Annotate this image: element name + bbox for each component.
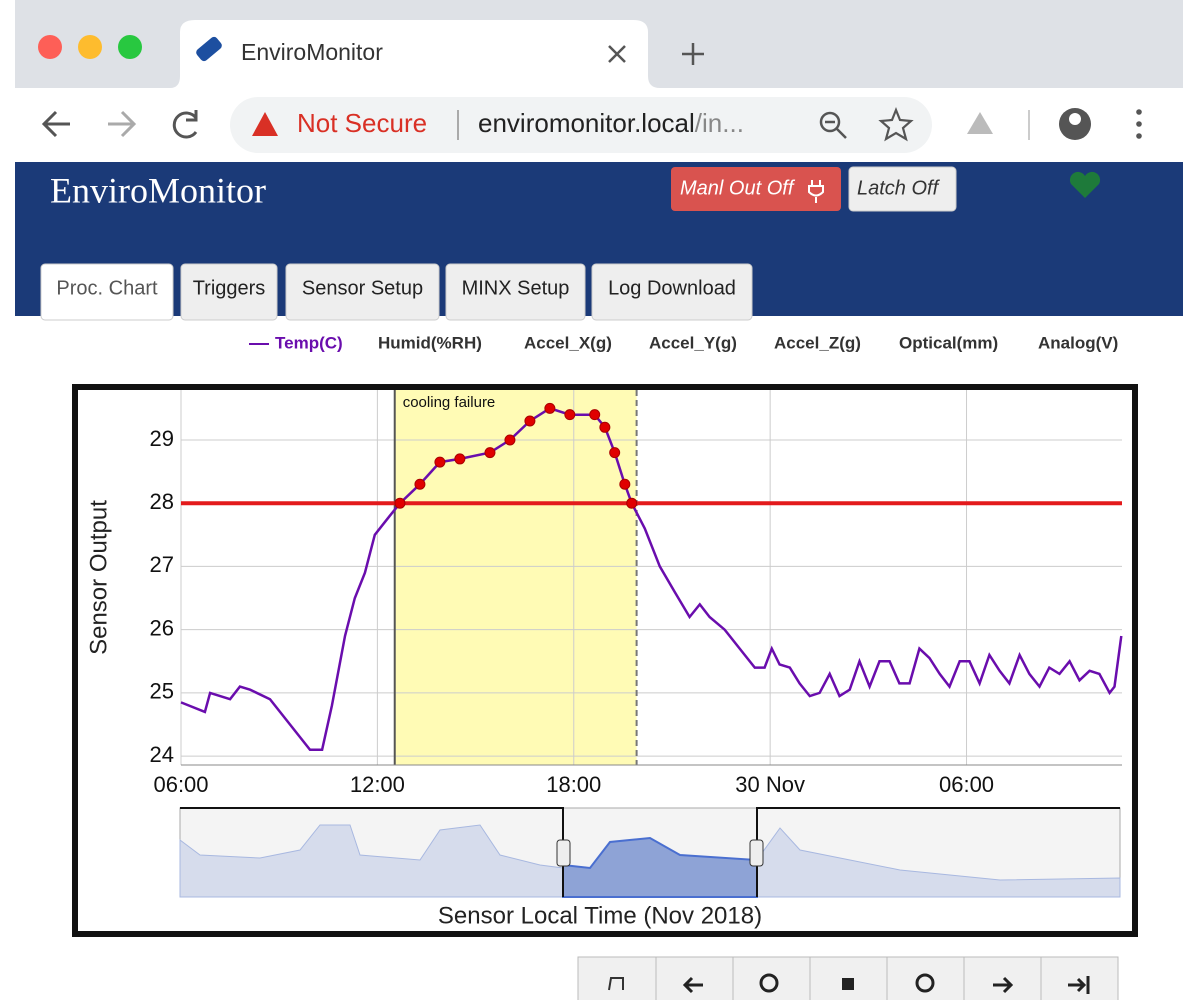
y-tick-label: 28 <box>150 489 174 514</box>
reset-button[interactable] <box>842 978 854 990</box>
latch-button[interactable] <box>848 166 957 212</box>
back-button[interactable] <box>41 110 70 138</box>
navigator-selection <box>562 836 758 898</box>
pan-right-button[interactable] <box>993 976 1014 994</box>
tab[interactable] <box>180 263 278 321</box>
alarm-point <box>414 478 426 490</box>
plug-icon <box>808 180 824 203</box>
drive-icon[interactable] <box>967 112 993 134</box>
x-tick-label: 12:00 <box>350 772 405 797</box>
legend-entry[interactable]: Accel_X(g) <box>524 333 612 352</box>
navigator-handle[interactable] <box>556 839 571 867</box>
x-tick-label: 06:00 <box>939 772 994 797</box>
y-tick-label: 29 <box>150 426 174 451</box>
minimize-button[interactable] <box>78 35 102 59</box>
button-label: Latch Off <box>857 177 941 199</box>
alarm-point <box>544 402 556 414</box>
toolbar-dividers <box>655 957 1042 1000</box>
profile-head <box>1069 113 1081 125</box>
tab-label: Proc. Chart <box>56 277 158 299</box>
tab-label: Sensor Setup <box>302 277 423 299</box>
url-host: enviromonitor.local <box>478 108 695 138</box>
tab-title: EnviroMonitor <box>241 39 383 65</box>
url: enviromonitor.local/in... <box>478 108 744 138</box>
tab-label: Triggers <box>193 277 266 299</box>
alarm-point <box>619 478 631 490</box>
tab[interactable] <box>40 263 174 321</box>
y-axis-label: Sensor Output <box>85 500 112 655</box>
alarm-point <box>484 447 496 459</box>
legend-entry[interactable]: Humid(%RH) <box>378 333 482 352</box>
manual-out-button[interactable] <box>671 167 841 211</box>
alarm-point <box>394 497 406 509</box>
x-tick-label: 30 Nov <box>735 772 805 797</box>
legend-entry[interactable]: Accel_Y(g) <box>649 333 737 352</box>
legend-entry[interactable]: Accel_Z(g) <box>774 333 861 352</box>
y-tick-label: 24 <box>150 742 174 767</box>
maximize-button[interactable] <box>118 35 142 59</box>
tab-icon <box>196 36 222 62</box>
new-tab[interactable] <box>682 43 704 65</box>
tab[interactable] <box>445 263 586 321</box>
alarm-point <box>454 453 466 465</box>
y-tick-label: 25 <box>150 679 174 704</box>
y-tick-label: 26 <box>150 615 174 640</box>
fullscreen-button[interactable] <box>608 977 624 991</box>
navigator-handle[interactable] <box>749 839 764 867</box>
tab-bar: Proc. Chart Triggers Sensor Setup MINX Setu… <box>40 263 753 321</box>
bookmark-star[interactable] <box>878 107 914 142</box>
menu-dot <box>1136 121 1142 127</box>
close-button[interactable] <box>38 35 62 59</box>
active-tab[interactable] <box>170 20 660 88</box>
button-label: Manl Out Off <box>680 177 796 199</box>
forward-button[interactable] <box>108 110 137 138</box>
alarm-point <box>564 409 576 421</box>
tab-close[interactable] <box>608 45 626 63</box>
alarm-point <box>626 497 638 509</box>
alarm-point <box>609 447 621 459</box>
annotation-band <box>394 390 637 765</box>
alarm-point <box>434 456 446 468</box>
x-axis-label: Sensor Local Time (Nov 2018) <box>438 902 762 929</box>
url-path: /in... <box>695 108 744 138</box>
plot: Temp(C) Humid(%RH) Accel_X(g) Accel_Y(g) Acc… <box>85 333 1123 929</box>
zoom-out-button[interactable] <box>759 973 779 993</box>
address-bar[interactable] <box>230 97 932 153</box>
annotation-label: cooling failure <box>403 394 496 411</box>
legend-entry[interactable]: Temp(C) <box>275 333 343 352</box>
legend-entry[interactable]: Analog(V) <box>1038 333 1118 352</box>
menu-dot[interactable] <box>1136 109 1142 115</box>
zoom-icon[interactable] <box>819 111 841 133</box>
alarm-point <box>524 415 536 427</box>
series-line <box>180 406 1123 752</box>
tab-label: MINX Setup <box>462 277 570 299</box>
navigator-area <box>756 827 1121 898</box>
security-label: Not Secure <box>297 108 427 138</box>
zoom-in-button[interactable] <box>915 973 935 993</box>
y-tick-label: 27 <box>150 552 174 577</box>
legend-entry[interactable]: Optical(mm) <box>899 333 998 352</box>
x-tick-label: 06:00 <box>153 772 208 797</box>
menu-dot <box>1136 133 1142 139</box>
app-title: EnviroMonitor <box>50 170 266 210</box>
reload-button[interactable] <box>172 110 198 139</box>
x-tick-label: 18:00 <box>546 772 601 797</box>
alarm-point <box>504 434 516 446</box>
alarm-point <box>589 409 601 421</box>
tab-label: Log Download <box>608 277 736 299</box>
tab[interactable] <box>591 263 753 321</box>
navigator-outline <box>180 807 1120 897</box>
tab[interactable] <box>285 263 440 321</box>
warning-icon <box>252 112 278 136</box>
heartbeat-icon <box>1069 171 1101 198</box>
jump-end-button[interactable] <box>1068 976 1090 994</box>
pan-left-button[interactable] <box>682 976 703 994</box>
alarm-point <box>599 421 611 433</box>
zoom-icon-part <box>825 120 847 139</box>
